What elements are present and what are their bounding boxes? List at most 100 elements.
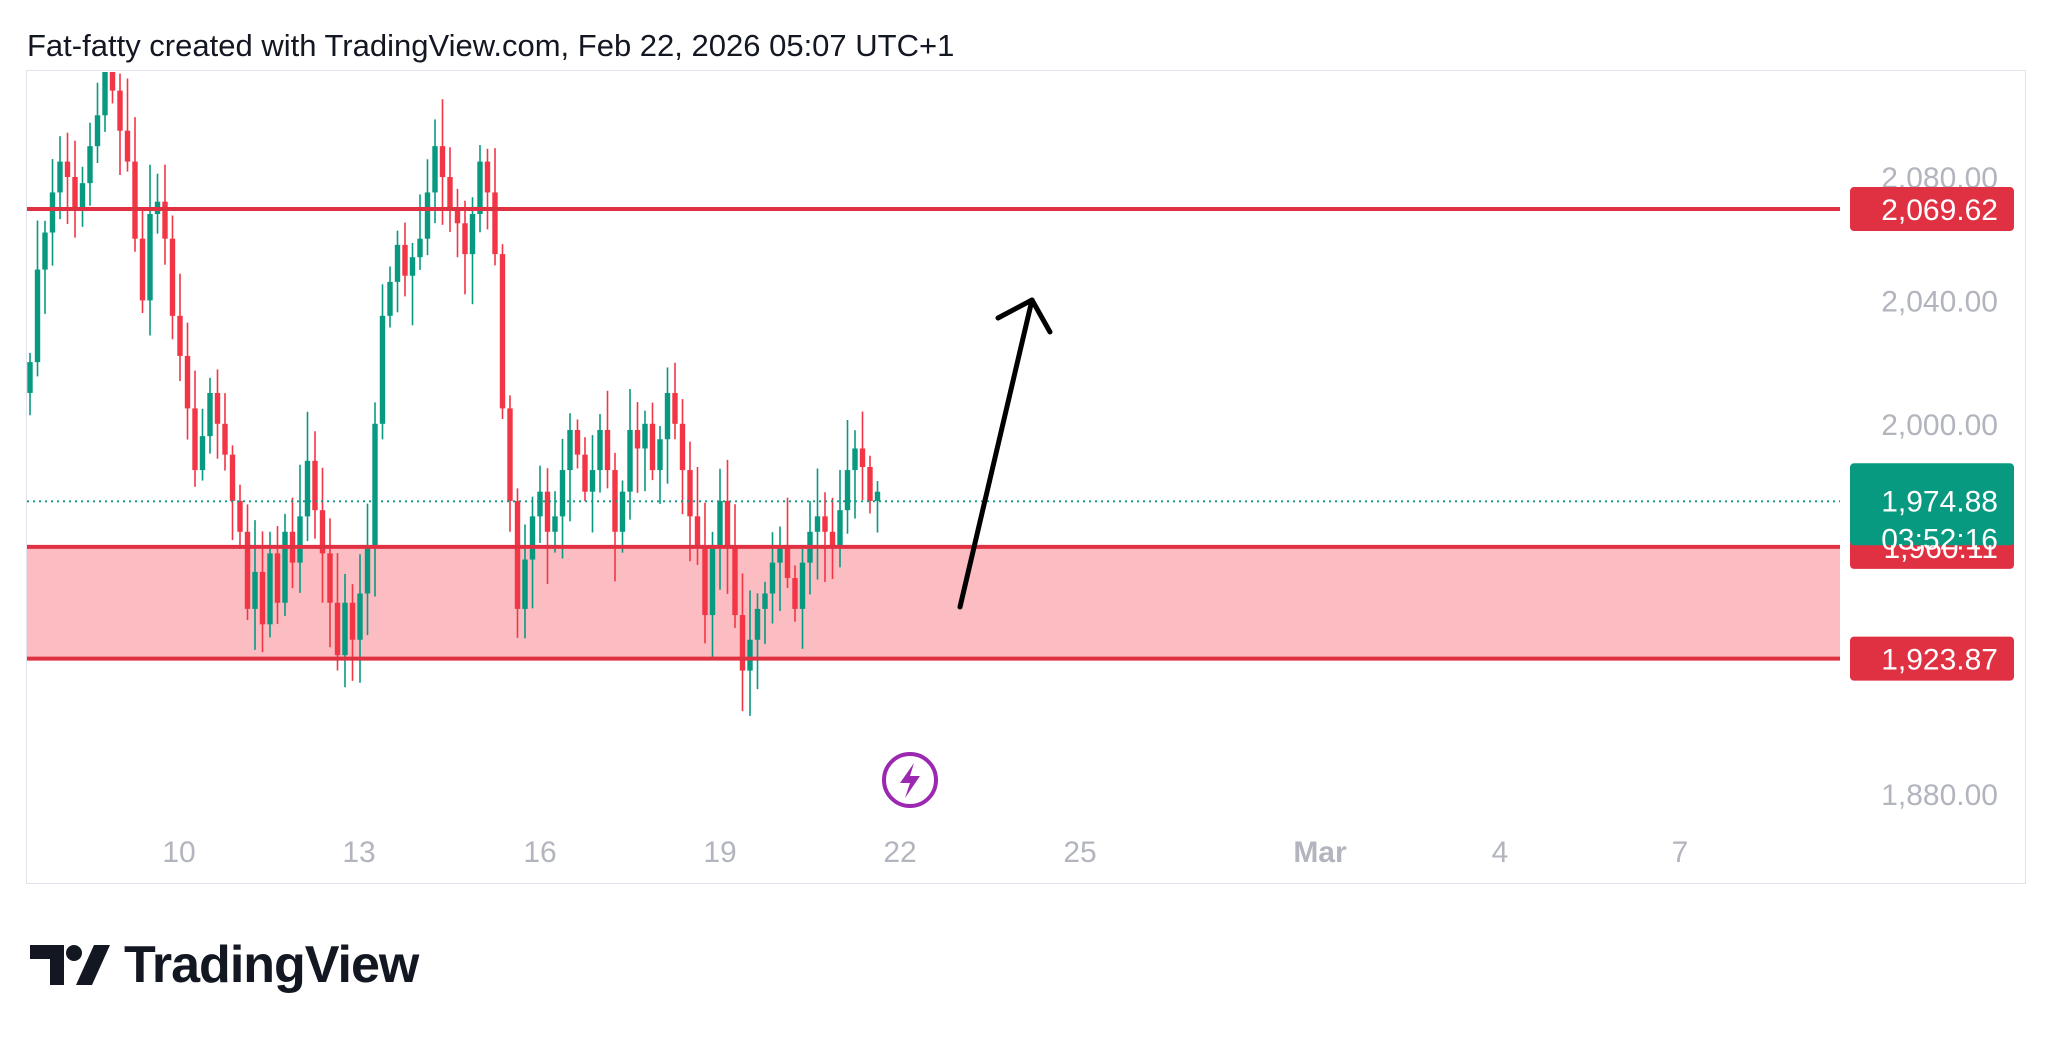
candle xyxy=(387,266,393,328)
candle-body xyxy=(132,161,138,239)
candle xyxy=(94,82,101,163)
candle-body xyxy=(34,269,41,363)
candle xyxy=(702,502,708,644)
date-tick-label: 10 xyxy=(162,836,195,869)
candle-body xyxy=(57,161,63,193)
candle xyxy=(117,73,123,176)
candle-body xyxy=(507,408,513,501)
candle-body xyxy=(717,500,723,548)
price-tick-label: 2,000.00 xyxy=(1881,409,1998,442)
candle-body xyxy=(214,392,221,424)
candle xyxy=(739,573,746,712)
current-price-label: 1,974.88 xyxy=(1881,485,1998,518)
candle xyxy=(462,200,468,295)
candle xyxy=(567,413,573,522)
candle xyxy=(364,503,371,636)
level-tag-background xyxy=(1850,187,2014,232)
level-tag-background xyxy=(1850,636,2014,681)
candle xyxy=(814,468,821,580)
candle-body xyxy=(544,491,551,532)
candle-body xyxy=(747,639,753,671)
candle-body xyxy=(79,183,86,208)
candle xyxy=(732,504,738,628)
candle-body xyxy=(874,491,881,501)
candle xyxy=(687,441,693,562)
candle-body xyxy=(364,547,371,594)
candle-body xyxy=(844,470,851,511)
candle xyxy=(634,402,641,493)
candle-body xyxy=(837,510,843,548)
candle xyxy=(334,553,341,671)
candle-body xyxy=(432,146,438,193)
price-tick-label: 1,880.00 xyxy=(1881,779,1998,812)
candle-body xyxy=(484,161,491,193)
candle-body xyxy=(87,146,93,184)
candle xyxy=(27,352,33,416)
date-tick-label: 22 xyxy=(883,836,916,869)
candle xyxy=(529,496,536,609)
candle xyxy=(312,431,318,539)
candle xyxy=(72,140,78,238)
candle xyxy=(102,72,108,132)
current-tag-background xyxy=(1850,463,2014,546)
date-tick-label: 19 xyxy=(703,836,736,869)
candle xyxy=(372,402,378,597)
candle xyxy=(844,420,851,534)
candle xyxy=(792,565,798,622)
candle xyxy=(342,573,348,688)
candle xyxy=(574,419,581,469)
level-price-tag: 1,923.87 xyxy=(1850,636,2014,681)
candle xyxy=(259,531,266,653)
level-tag-label: 2,069.62 xyxy=(1881,194,1998,227)
chart-frame xyxy=(26,70,2026,884)
tradingview-logo-icon xyxy=(30,945,110,985)
candle xyxy=(522,524,528,639)
candle xyxy=(57,136,63,220)
candle-body xyxy=(387,281,393,316)
candle-body xyxy=(402,244,408,276)
candle-body xyxy=(567,429,573,471)
date-tick-label: Mar xyxy=(1293,836,1347,869)
candle xyxy=(282,513,288,617)
candle xyxy=(604,390,611,489)
candle-body xyxy=(559,470,566,517)
candle-body xyxy=(439,146,446,177)
candle xyxy=(274,526,281,624)
candle xyxy=(784,497,791,589)
chart-attribution: Fat-fatty created with TradingView.com, … xyxy=(27,28,955,63)
candle xyxy=(507,395,513,532)
time-axis[interactable]: 10 13 16 19 22 25 Mar 4 7 xyxy=(162,836,1688,869)
candle xyxy=(514,488,521,638)
candle xyxy=(379,284,386,440)
candle-body xyxy=(477,161,483,215)
candle xyxy=(417,194,423,270)
candle xyxy=(184,322,191,440)
candle-body xyxy=(222,423,228,455)
candle xyxy=(357,554,363,683)
candle xyxy=(777,526,783,611)
candle-body xyxy=(27,362,33,393)
candle-body xyxy=(634,429,641,449)
candle xyxy=(222,393,228,471)
candle xyxy=(327,518,333,648)
candle xyxy=(837,469,843,568)
candle xyxy=(619,480,626,553)
price-axis[interactable]: 2,080.002,040.002,000.001,880.002,069.62… xyxy=(1850,162,2014,812)
candle-body xyxy=(237,500,243,532)
candle xyxy=(754,593,761,690)
candle-body xyxy=(394,244,401,282)
candle-body xyxy=(709,547,716,616)
level-tag-label: 1,923.87 xyxy=(1881,644,1998,677)
tradingview-logo: TradingView xyxy=(30,935,419,995)
candle xyxy=(642,410,648,492)
support-zone xyxy=(27,546,1840,659)
lightning-icon xyxy=(882,752,938,808)
candle-body xyxy=(117,90,123,131)
candle-body xyxy=(627,429,633,492)
candle-body xyxy=(679,423,686,471)
candle-body xyxy=(379,315,386,424)
candle-body xyxy=(529,516,536,560)
candle-body xyxy=(244,531,251,609)
candle xyxy=(394,230,401,313)
